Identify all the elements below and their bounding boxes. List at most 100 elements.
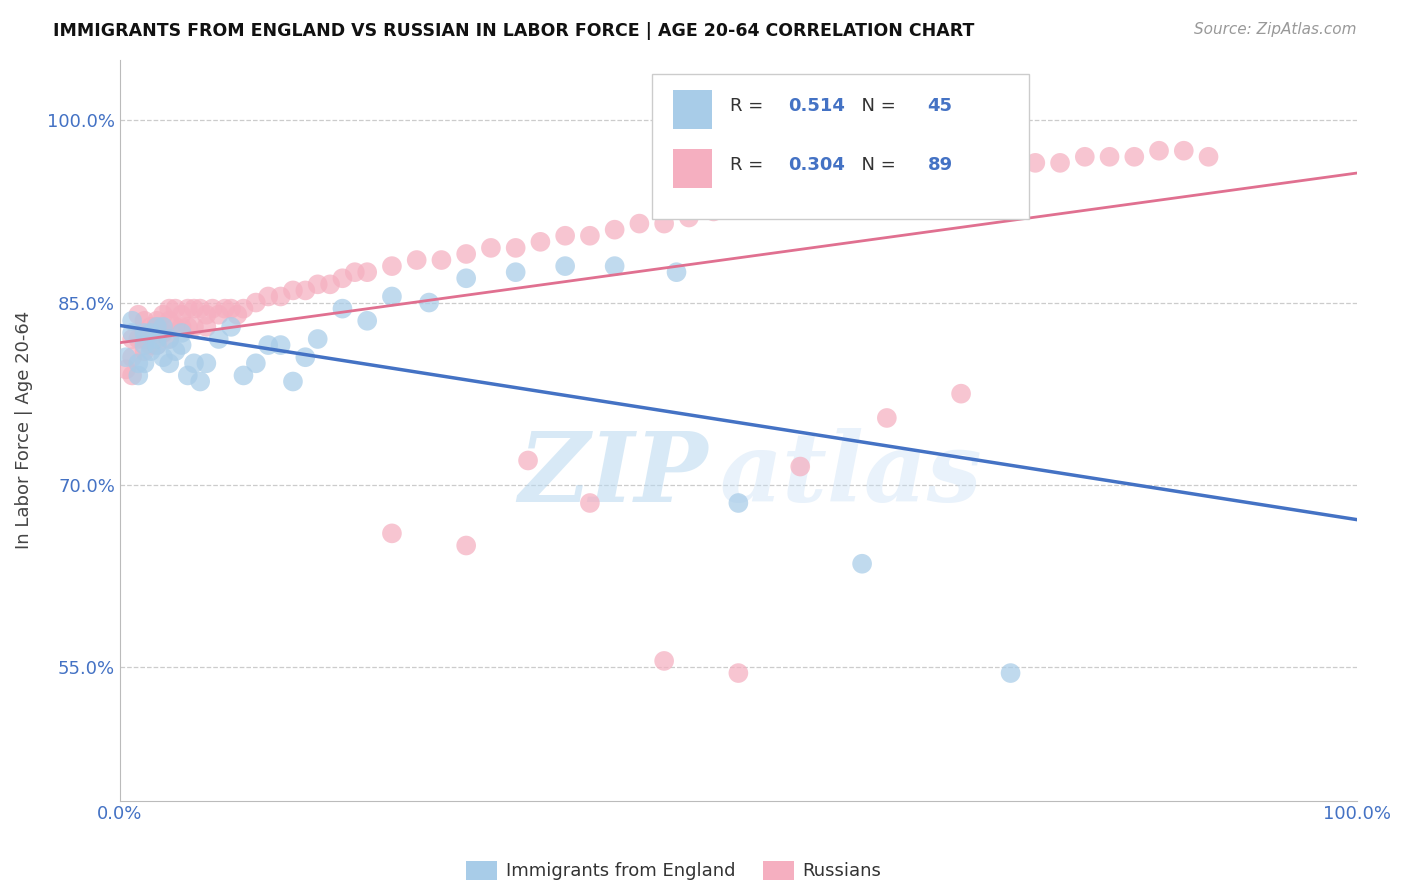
Point — [127, 368, 149, 383]
Point — [245, 295, 267, 310]
Point — [950, 386, 973, 401]
Point — [517, 453, 540, 467]
Point — [232, 368, 254, 383]
Point — [134, 356, 156, 370]
Point — [177, 301, 200, 316]
Point — [281, 284, 304, 298]
Point — [157, 301, 180, 316]
Point — [665, 265, 688, 279]
Point — [208, 308, 231, 322]
Point — [776, 192, 799, 206]
Point — [134, 326, 156, 340]
Text: 45: 45 — [928, 96, 953, 115]
Text: 0.514: 0.514 — [787, 96, 845, 115]
Point — [121, 332, 143, 346]
Point — [505, 241, 527, 255]
Point — [1173, 144, 1195, 158]
Point — [1024, 156, 1046, 170]
Point — [381, 526, 404, 541]
Point — [183, 301, 205, 316]
Point — [195, 308, 218, 322]
Point — [165, 319, 187, 334]
Point — [1000, 156, 1022, 170]
Point — [307, 277, 329, 292]
Point — [603, 222, 626, 236]
Point — [134, 332, 156, 346]
Point — [319, 277, 342, 292]
Bar — [673, 149, 713, 188]
Point — [294, 350, 316, 364]
Point — [628, 217, 651, 231]
Point — [157, 332, 180, 346]
Point — [195, 356, 218, 370]
Point — [727, 198, 749, 212]
Point — [430, 253, 453, 268]
Point — [307, 332, 329, 346]
Point — [157, 356, 180, 370]
Point — [121, 326, 143, 340]
Point — [219, 319, 242, 334]
Point — [157, 314, 180, 328]
Point — [127, 308, 149, 322]
Point — [146, 319, 169, 334]
Point — [1074, 150, 1097, 164]
Point — [146, 332, 169, 346]
Point — [851, 557, 873, 571]
Point — [152, 319, 174, 334]
Y-axis label: In Labor Force | Age 20-64: In Labor Force | Age 20-64 — [15, 311, 32, 549]
Point — [343, 265, 366, 279]
Point — [270, 289, 292, 303]
Point — [652, 654, 675, 668]
Point — [294, 284, 316, 298]
Point — [152, 308, 174, 322]
Point — [127, 356, 149, 370]
Point — [1049, 156, 1071, 170]
Point — [170, 338, 193, 352]
Point — [1147, 144, 1170, 158]
FancyBboxPatch shape — [652, 74, 1029, 219]
Point — [381, 259, 404, 273]
Point — [851, 180, 873, 194]
Point — [121, 368, 143, 383]
Point — [165, 301, 187, 316]
Point — [554, 259, 576, 273]
Point — [183, 356, 205, 370]
Point — [332, 301, 354, 316]
Text: N =: N = — [849, 156, 901, 174]
Point — [974, 161, 997, 176]
Point — [214, 301, 236, 316]
Point — [115, 350, 138, 364]
Text: Source: ZipAtlas.com: Source: ZipAtlas.com — [1194, 22, 1357, 37]
Point — [188, 301, 211, 316]
Text: R =: R = — [730, 156, 769, 174]
Point — [146, 338, 169, 352]
Point — [152, 326, 174, 340]
Point — [727, 666, 749, 681]
Point — [456, 247, 478, 261]
Point — [270, 338, 292, 352]
Point — [703, 204, 725, 219]
Point — [121, 314, 143, 328]
Point — [1198, 150, 1220, 164]
Point — [505, 265, 527, 279]
Point — [603, 259, 626, 273]
Point — [152, 350, 174, 364]
Point — [134, 344, 156, 359]
Point — [134, 314, 156, 328]
Point — [405, 253, 427, 268]
Point — [134, 338, 156, 352]
Point — [281, 375, 304, 389]
Text: R =: R = — [730, 96, 769, 115]
Bar — [673, 90, 713, 128]
Point — [183, 319, 205, 334]
Point — [121, 350, 143, 364]
Point — [789, 459, 811, 474]
Point — [456, 539, 478, 553]
Point — [177, 319, 200, 334]
Point — [146, 314, 169, 328]
Point — [1000, 666, 1022, 681]
Point — [139, 344, 162, 359]
Point — [115, 362, 138, 376]
Point — [827, 186, 849, 201]
Point — [188, 375, 211, 389]
